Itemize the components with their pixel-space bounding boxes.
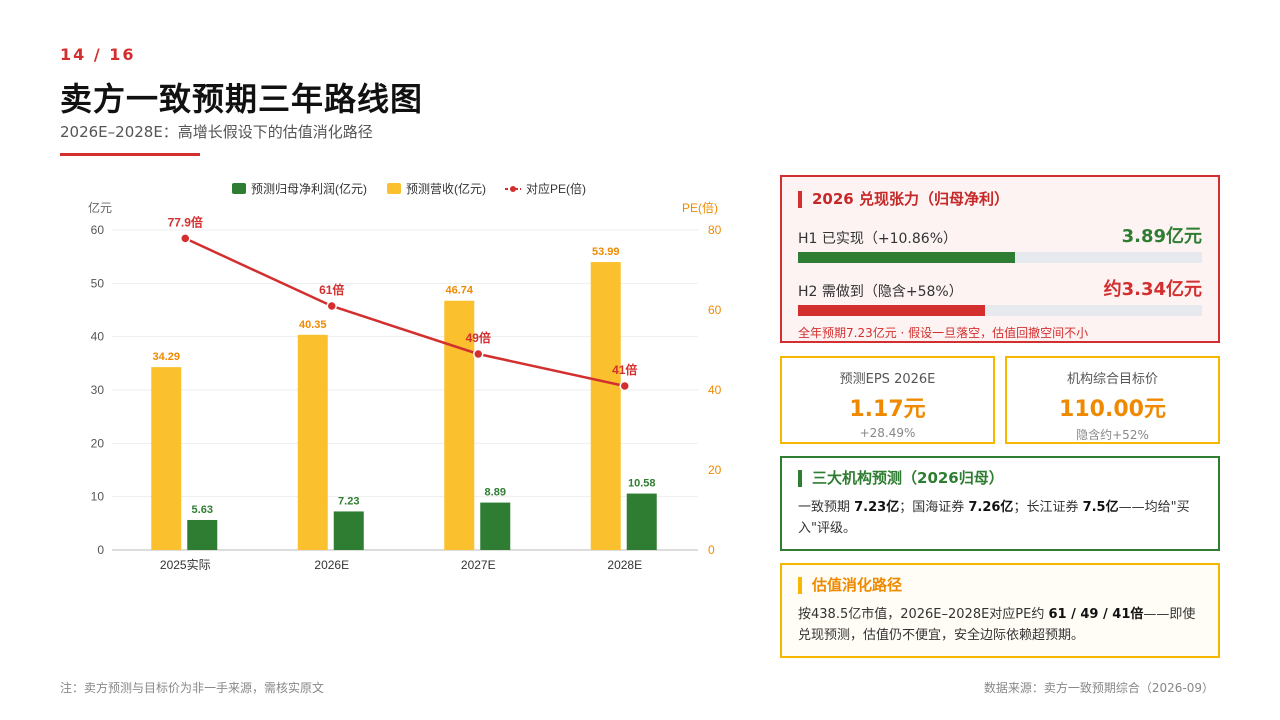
- h2-row: H2 需做到（隐含+58%） 约3.34亿元: [798, 275, 1202, 301]
- profit-bar-label: 8.89: [485, 487, 506, 499]
- valuation-body: 按438.5亿市值，2026E–2028E对应PE约 61 / 49 / 41倍…: [798, 604, 1202, 646]
- h1-row: H1 已实现（+10.86%） 3.89亿元: [798, 222, 1202, 248]
- y-tick-label: 60: [91, 223, 105, 237]
- x-tick-label: 2025实际: [160, 557, 211, 572]
- pe-point: [619, 380, 630, 392]
- profit-bar-label: 10.58: [628, 478, 656, 490]
- eps-sub: +28.49%: [859, 426, 916, 440]
- revenue-bar-label: 53.99: [592, 246, 620, 258]
- institutions-body: 一致预期 7.23亿；国海证券 7.26亿；长江证券 7.5亿——均给"买入"评…: [798, 497, 1202, 539]
- profit-bar: [333, 511, 364, 550]
- profit-bar: [187, 519, 218, 550]
- target-price-label: 机构综合目标价: [1066, 372, 1158, 387]
- y-tick-label: 10: [91, 490, 105, 504]
- valuation-title: 估值消化路径: [798, 577, 1202, 594]
- x-tick-label: 2026E: [314, 558, 349, 572]
- revenue-bar: [444, 300, 475, 550]
- profit-bar-label: 7.23: [338, 495, 359, 507]
- pe-point: [326, 300, 337, 312]
- changjiang-value: 7.5亿: [1082, 500, 1119, 515]
- tension-card: 2026 兑现张力（归母净利） H1 已实现（+10.86%） 3.89亿元 H…: [780, 175, 1220, 343]
- eps-value: 1.17元: [849, 397, 926, 422]
- pe-line: [184, 237, 626, 388]
- h1-progress-fill: [798, 252, 1016, 263]
- eps-label: 预测EPS 2026E: [839, 372, 936, 387]
- legend-swatch-revenue: [387, 183, 401, 194]
- legend-label-revenue: 预测营收(亿元): [406, 181, 486, 196]
- y2-tick-label: 0: [708, 543, 715, 557]
- y-tick-label: 0: [97, 543, 104, 557]
- valuation-card: 估值消化路径 按438.5亿市值，2026E–2028E对应PE约 61 / 4…: [780, 563, 1220, 658]
- x-tick-label: 2027E: [461, 558, 496, 572]
- guohai-value: 7.26亿: [968, 500, 1014, 515]
- h2-progress-fill: [798, 305, 985, 316]
- profit-bar-label: 5.63: [192, 504, 213, 516]
- pe-point-label: 49倍: [466, 330, 491, 345]
- pe-path-value: 61 / 49 / 41倍: [1048, 607, 1144, 622]
- revenue-bar-label: 34.29: [152, 351, 180, 363]
- h1-label: H1 已实现（+10.86%）: [798, 231, 957, 247]
- revenue-bar: [297, 334, 328, 550]
- y2-tick-label: 80: [708, 223, 722, 237]
- legend-swatch-pe-dot: [510, 186, 516, 192]
- chart-area: 0 10 20 30 40 50 60 0 20 40 60 80 亿元 PE(倍) 34.29 5.63 20…: [60, 170, 740, 590]
- pe-point-label: 41倍: [612, 362, 637, 377]
- page-subtitle: 2026E–2028E：高增长假设下的估值消化路径: [60, 123, 373, 141]
- page-title: 卖方一致预期三年路线图: [60, 80, 424, 118]
- tension-note: 全年预期7.23亿元 · 假设一旦落空，估值回撤空间不小: [798, 326, 1089, 340]
- institutions-card: 三大机构预测（2026归母） 一致预期 7.23亿；国海证券 7.26亿；长江证…: [780, 456, 1220, 551]
- pe-point: [473, 348, 484, 360]
- h1-progress-track: [798, 252, 1202, 263]
- target-price-sub: 隐含约+52%: [1076, 428, 1149, 442]
- h2-label: H2 需做到（隐含+58%）: [798, 284, 963, 300]
- combo-chart: 0 10 20 30 40 50 60 0 20 40 60 80 亿元 PE(倍) 34.29 5.63 20…: [88, 181, 722, 572]
- y-axis-title: 亿元: [88, 200, 112, 215]
- valuation-text-1: 按438.5亿市值，2026E–2028E对应PE约: [798, 607, 1049, 622]
- institutions-title: 三大机构预测（2026归母）: [798, 470, 1202, 487]
- h2-value: 约3.34亿元: [1103, 279, 1202, 300]
- title-underline: [60, 153, 200, 156]
- y-tick-label: 40: [91, 330, 105, 344]
- profit-bar: [626, 493, 657, 550]
- valuation-text-2: ——即使兑现预测，估值仍不便宜，安全边际依赖超预期。: [798, 607, 1196, 643]
- revenue-bar-label: 46.74: [445, 285, 473, 297]
- revenue-bar: [590, 262, 621, 550]
- y-tick-label: 20: [91, 436, 105, 450]
- tension-title: 2026 兑现张力（归母净利）: [798, 191, 1202, 208]
- pe-point: [180, 233, 191, 244]
- footer-note: 注：卖方预测与目标价为非一手来源，需核实原文: [60, 681, 325, 695]
- y2-tick-label: 20: [708, 463, 722, 477]
- y2-axis-title: PE(倍): [682, 200, 718, 215]
- y2-tick-label: 60: [708, 303, 722, 317]
- revenue-bar-label: 40.35: [299, 319, 327, 331]
- x-tick-label: 2028E: [607, 558, 642, 572]
- y-tick-label: 50: [91, 276, 105, 290]
- footer-source: 数据来源：卖方一致预期综合（2026-09）: [983, 681, 1214, 695]
- eps-card: 预测EPS 2026E 1.17元 +28.49%: [780, 356, 995, 444]
- profit-bar: [480, 502, 511, 550]
- h2-progress-track: [798, 305, 1202, 316]
- page-number: 14 / 16: [60, 45, 136, 64]
- h1-value: 3.89亿元: [1121, 226, 1202, 247]
- institutions-text-2: ；国海证券: [899, 500, 969, 515]
- revenue-bar: [151, 367, 182, 550]
- target-price-value: 110.00元: [1059, 397, 1166, 422]
- y2-tick-label: 40: [708, 383, 722, 397]
- institutions-text-1: 一致预期: [798, 500, 855, 515]
- legend-label-profit: 预测归母净利润(亿元): [251, 181, 367, 196]
- institutions-text-3: ；长江证券: [1013, 500, 1083, 515]
- legend-swatch-profit: [232, 183, 246, 194]
- y-tick-label: 30: [91, 383, 105, 397]
- institutions-text-4: ——均给"买入"评级。: [798, 500, 1190, 536]
- legend-label-pe: 对应PE(倍): [526, 181, 586, 196]
- target-price-card: 机构综合目标价 110.00元 隐含约+52%: [1005, 356, 1220, 444]
- pe-point-label: 61倍: [319, 282, 344, 297]
- consensus-value: 7.23亿: [854, 500, 900, 515]
- pe-point-label: 77.9倍: [168, 214, 203, 229]
